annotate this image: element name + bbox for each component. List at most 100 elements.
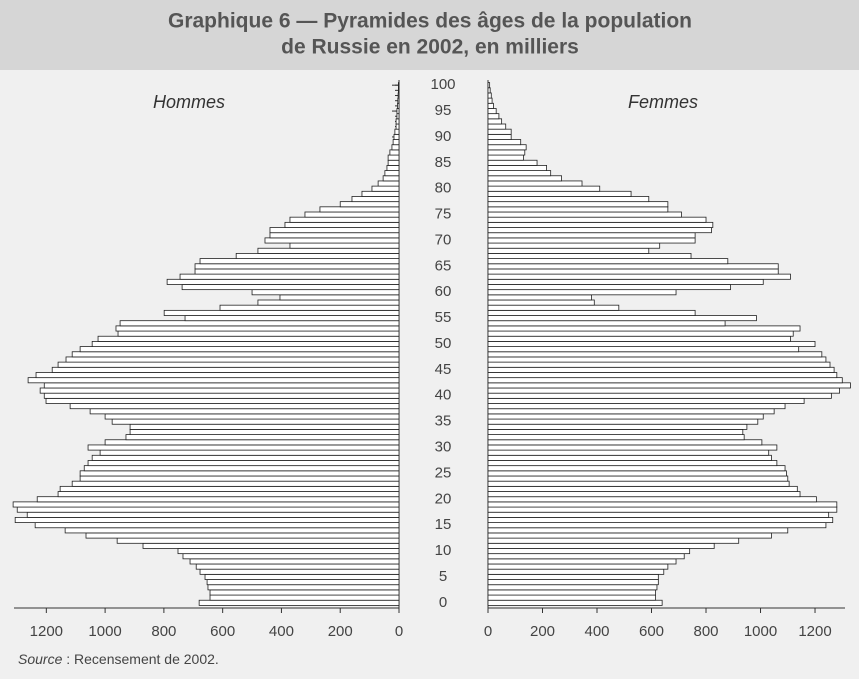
bar bbox=[79, 475, 400, 482]
bar bbox=[397, 102, 400, 109]
y-tick-label: 45 bbox=[435, 361, 452, 378]
bar bbox=[71, 480, 400, 487]
bar bbox=[487, 273, 791, 280]
bar bbox=[39, 387, 400, 394]
bar bbox=[487, 341, 816, 347]
bar bbox=[487, 599, 663, 606]
x-tick-label: 400 bbox=[584, 623, 609, 640]
bar bbox=[487, 491, 801, 498]
bar bbox=[351, 196, 400, 203]
y-tick-label: 35 bbox=[435, 413, 452, 430]
y-tick-label: 65 bbox=[435, 257, 452, 274]
bar bbox=[487, 247, 650, 254]
bar bbox=[487, 237, 696, 244]
bar bbox=[279, 294, 400, 301]
bar bbox=[181, 284, 400, 291]
bar bbox=[487, 294, 592, 301]
x-tick-label: 200 bbox=[328, 623, 353, 640]
x-tick-label: 200 bbox=[530, 623, 555, 640]
bar bbox=[487, 133, 512, 140]
bar bbox=[487, 97, 493, 104]
bar bbox=[487, 506, 838, 513]
bar bbox=[391, 144, 400, 151]
bar bbox=[43, 382, 400, 389]
bar bbox=[487, 206, 669, 213]
bar bbox=[487, 253, 692, 259]
bar bbox=[487, 573, 659, 580]
bar bbox=[104, 439, 400, 446]
bar bbox=[57, 361, 400, 368]
y-tick-label: 10 bbox=[435, 542, 452, 559]
source: Source : Recensement de 2002. bbox=[18, 651, 219, 667]
bar bbox=[487, 330, 794, 337]
bar bbox=[487, 480, 790, 487]
bar bbox=[487, 465, 786, 472]
bar bbox=[194, 263, 400, 270]
bar bbox=[389, 149, 400, 156]
bar bbox=[43, 392, 400, 399]
bar bbox=[395, 123, 400, 130]
bar bbox=[182, 553, 400, 560]
bar bbox=[97, 335, 400, 342]
bar bbox=[487, 102, 494, 109]
bar bbox=[304, 211, 400, 218]
bar bbox=[487, 589, 656, 596]
bar bbox=[487, 434, 745, 441]
bar bbox=[386, 165, 400, 171]
bar bbox=[487, 403, 786, 410]
bar bbox=[487, 553, 685, 560]
y-tick-label: 30 bbox=[435, 438, 452, 455]
bar bbox=[487, 304, 620, 311]
bar bbox=[487, 517, 834, 523]
bar bbox=[392, 139, 400, 146]
bar bbox=[79, 346, 400, 353]
bar bbox=[487, 144, 527, 151]
bar bbox=[487, 320, 726, 327]
bar bbox=[393, 133, 400, 140]
bar bbox=[117, 330, 400, 337]
bar bbox=[487, 92, 492, 99]
x-tick-label: 1200 bbox=[798, 623, 831, 640]
bar bbox=[487, 128, 512, 135]
bar bbox=[35, 372, 400, 379]
bar bbox=[166, 278, 400, 285]
bar bbox=[99, 449, 400, 456]
bar bbox=[487, 232, 696, 239]
bar bbox=[487, 139, 522, 146]
y-tick-label: 95 bbox=[435, 102, 452, 119]
y-tick-label: 60 bbox=[435, 283, 452, 300]
bar bbox=[487, 475, 789, 482]
bar bbox=[198, 599, 400, 606]
bar bbox=[487, 221, 714, 228]
bar bbox=[487, 123, 507, 130]
bar bbox=[487, 180, 583, 187]
bar bbox=[487, 196, 650, 203]
bar bbox=[487, 325, 801, 332]
bar bbox=[83, 465, 400, 472]
y-tick-label: 25 bbox=[435, 464, 452, 481]
bar bbox=[487, 511, 830, 518]
bar bbox=[487, 185, 601, 192]
bar bbox=[206, 579, 400, 586]
bar bbox=[142, 542, 400, 549]
bar bbox=[487, 568, 665, 575]
y-tick-label: 40 bbox=[435, 387, 452, 404]
bar bbox=[487, 579, 659, 586]
bar bbox=[487, 527, 789, 534]
x-tick-label: 600 bbox=[210, 623, 235, 640]
bar bbox=[487, 216, 707, 223]
bar bbox=[85, 532, 400, 539]
bar bbox=[487, 548, 691, 555]
bar bbox=[487, 429, 744, 435]
source-label: Source bbox=[18, 651, 63, 667]
chart-title: de Russie en 2002, en milliers bbox=[281, 36, 579, 59]
y-tick-label: 75 bbox=[435, 206, 452, 223]
bar bbox=[487, 460, 778, 467]
bar bbox=[199, 258, 400, 265]
bar bbox=[487, 165, 547, 171]
bar bbox=[371, 185, 400, 192]
bar bbox=[487, 439, 763, 446]
bar bbox=[209, 594, 400, 601]
bar bbox=[487, 278, 764, 285]
